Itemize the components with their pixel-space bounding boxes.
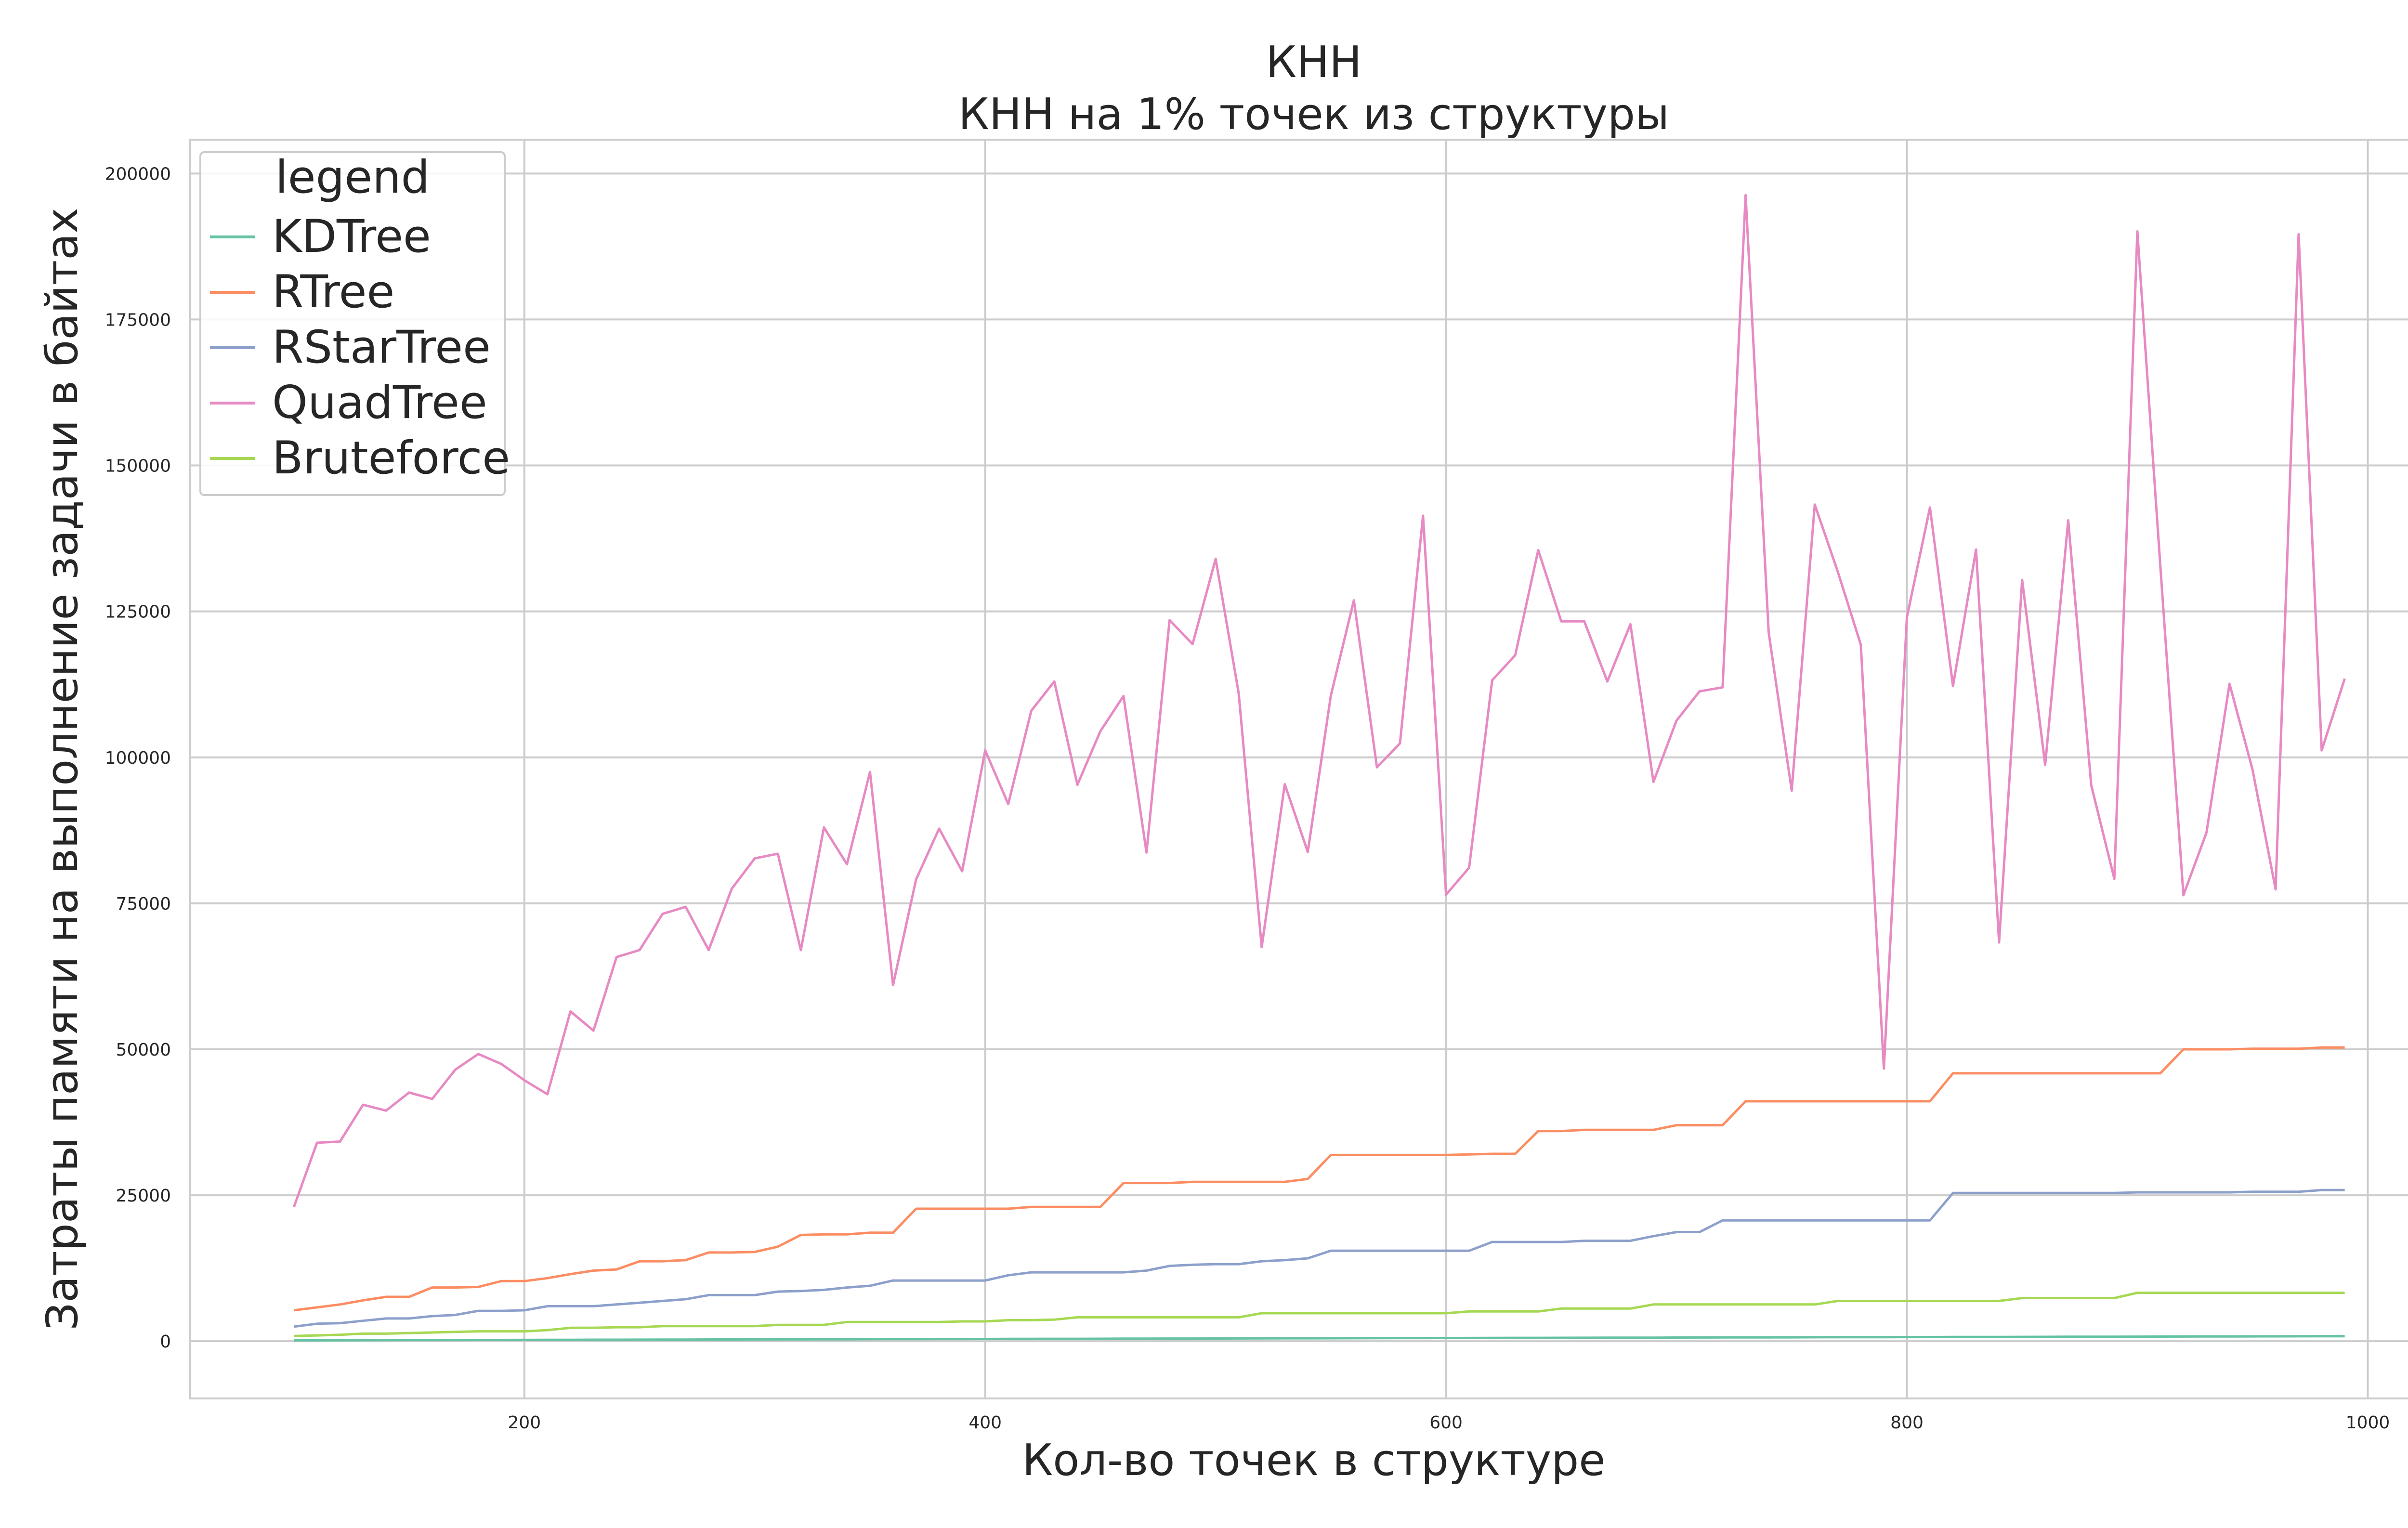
legend: legend KDTreeRTreeRStarTreeQuadTreeBrute… <box>199 151 510 496</box>
y-tick-label: 100000 <box>105 748 171 768</box>
series-line-kdtree <box>294 1335 2345 1342</box>
y-axis-label: Затраты памяти на выполнение задачи в ба… <box>37 208 88 1330</box>
x-tick-label: 400 <box>968 1413 1002 1433</box>
chart-title: КНН <box>1266 37 1361 88</box>
legend-label-kdtree: KDTree <box>272 210 431 263</box>
series-line-rstartree <box>293 1188 2345 1328</box>
legend-label-bruteforce: Bruteforce <box>272 432 510 484</box>
x-tick-labels: 200 400 600 800 1000 <box>508 1413 2390 1433</box>
x-tick-label: 800 <box>1890 1413 1924 1433</box>
legend-label-rtree: RTree <box>272 266 394 318</box>
gridlines <box>190 140 2408 1398</box>
y-tick-label: 25000 <box>116 1186 171 1206</box>
x-tick-label: 600 <box>1429 1413 1463 1433</box>
legend-title: legend <box>275 151 430 204</box>
series-line-quadtree <box>292 194 2346 1208</box>
y-tick-label: 150000 <box>105 457 171 476</box>
plot-area-frame <box>189 139 2408 1399</box>
y-tick-label: 50000 <box>116 1040 171 1060</box>
legend-label-quadtree: QuadTree <box>272 377 487 429</box>
y-tick-label: 125000 <box>105 602 171 622</box>
x-axis-label: Кол-во точек в структуре <box>1022 1435 1605 1486</box>
series-line-rtree <box>293 1046 2345 1312</box>
y-tick-label: 175000 <box>105 310 171 330</box>
x-tick-label: 200 <box>508 1413 541 1433</box>
plot-lines <box>292 194 2346 1342</box>
legend-label-rstartree: RStarTree <box>272 321 491 374</box>
legend-box <box>199 151 506 496</box>
series-line-bruteforce <box>294 1292 2345 1337</box>
y-tick-label: 75000 <box>116 894 171 914</box>
y-tick-label: 0 <box>160 1332 171 1352</box>
chart-subtitle: КНН на 1% точек из структуры <box>958 89 1669 140</box>
y-tick-labels: 0 25000 50000 75000 100000 125000 150000 175000… <box>105 164 171 1352</box>
x-tick-label: 1000 <box>2346 1413 2390 1433</box>
y-tick-label: 200000 <box>105 164 171 184</box>
